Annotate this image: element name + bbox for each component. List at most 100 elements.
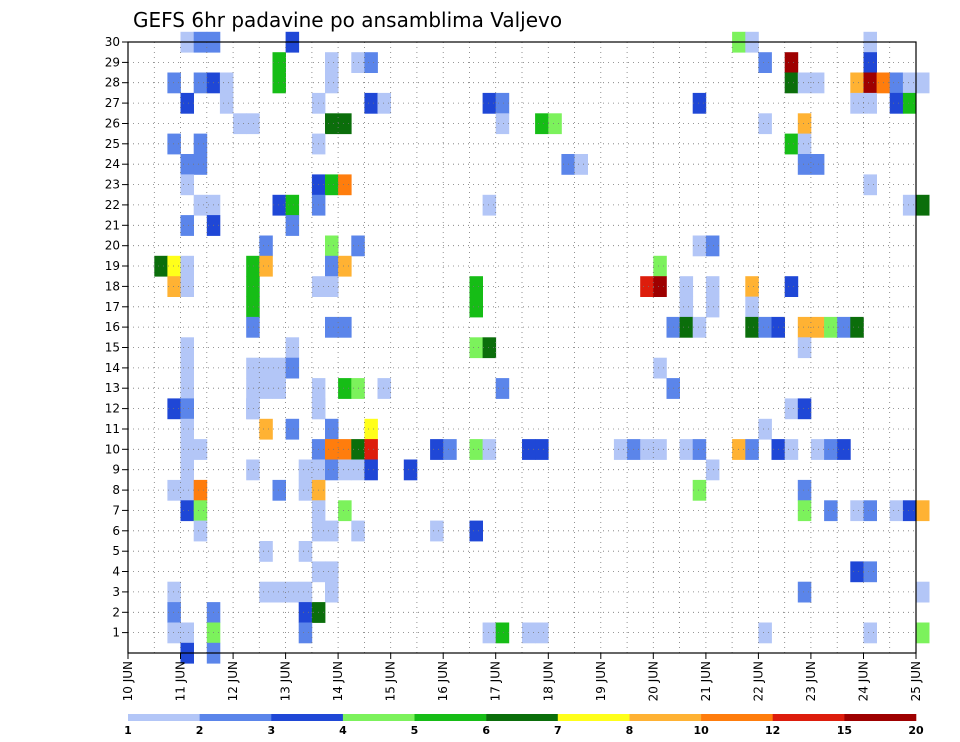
heatmap-cell xyxy=(285,581,300,603)
heatmap-cell xyxy=(180,215,194,236)
colorbar-label: 2 xyxy=(196,724,204,737)
heatmap-cell xyxy=(692,439,707,460)
heatmap-cell xyxy=(167,602,181,623)
heatmap-cell xyxy=(272,194,286,216)
x-tick-label: 20 JUN xyxy=(646,661,660,701)
heatmap-cell xyxy=(679,316,694,338)
heatmap-cell xyxy=(705,235,720,257)
heatmap-cell xyxy=(325,561,339,583)
heatmap-cell xyxy=(180,500,194,522)
heatmap-cell xyxy=(679,296,694,318)
heatmap-cell xyxy=(180,174,194,196)
heatmap-cell xyxy=(430,439,444,460)
heatmap-cell xyxy=(167,479,181,501)
colorbar-label: 8 xyxy=(626,724,634,737)
heatmap-cell xyxy=(325,459,339,481)
heatmap-cell xyxy=(285,418,300,440)
heatmap-cell xyxy=(259,357,273,379)
heatmap-cell xyxy=(377,92,391,114)
heatmap-cell xyxy=(889,500,904,522)
heatmap-cell xyxy=(902,194,917,216)
heatmap-cell xyxy=(705,459,720,481)
heatmap-cell xyxy=(784,72,799,94)
heatmap-cell xyxy=(298,602,313,623)
heatmap-cell xyxy=(246,378,260,399)
heatmap-cell xyxy=(784,133,799,155)
heatmap-cell xyxy=(167,622,181,644)
heatmap-cell xyxy=(180,479,194,501)
y-tick-label: 16 xyxy=(105,320,120,334)
heatmap-cell xyxy=(889,92,904,114)
x-tick-label: 14 JUN xyxy=(331,661,345,701)
x-tick-label: 24 JUN xyxy=(857,661,871,701)
x-tick-label: 21 JUN xyxy=(699,661,713,701)
heatmap-cell xyxy=(640,439,654,460)
y-tick-label: 11 xyxy=(105,422,120,436)
y-tick-label: 27 xyxy=(105,96,120,110)
heatmap-cell xyxy=(679,276,694,297)
heatmap-cell xyxy=(535,622,549,644)
heatmap-cell xyxy=(298,479,313,501)
y-tick-label: 28 xyxy=(105,76,120,90)
heatmap-cell xyxy=(325,316,339,338)
heatmap-cell xyxy=(495,92,510,114)
y-tick-label: 12 xyxy=(105,402,120,416)
heatmap-cell xyxy=(810,316,825,338)
heatmap-cell xyxy=(167,581,181,603)
heatmap-cell xyxy=(364,92,378,114)
y-tick-label: 30 xyxy=(105,35,120,49)
heatmap-cell xyxy=(272,581,286,603)
heatmap-cell xyxy=(784,398,799,420)
heatmap-cell xyxy=(338,439,352,460)
colorbar-swatch xyxy=(772,714,845,721)
heatmap-cell xyxy=(863,92,877,114)
heatmap-cell xyxy=(824,316,838,338)
heatmap-cell xyxy=(784,52,799,73)
heatmap-cell xyxy=(325,255,339,277)
heatmap-cell xyxy=(325,113,339,135)
colorbar-swatch xyxy=(199,714,272,721)
heatmap-cell xyxy=(810,72,825,94)
heatmap-cell xyxy=(246,276,260,297)
heatmap-cell xyxy=(902,500,917,522)
y-tick-label: 1 xyxy=(112,626,120,640)
heatmap-cell xyxy=(692,479,707,501)
heatmap-cell xyxy=(180,398,194,420)
heatmap-cell xyxy=(219,92,234,114)
heatmap-cell xyxy=(824,500,838,522)
y-tick-label: 19 xyxy=(105,259,120,273)
y-tick-label: 13 xyxy=(105,381,120,395)
heatmap-cell xyxy=(272,479,286,501)
heatmap-cell xyxy=(325,235,339,257)
heatmap-cell xyxy=(797,72,812,94)
heatmap-cell xyxy=(167,276,181,297)
heatmap-cell xyxy=(863,500,877,522)
x-tick-label: 25 JUN xyxy=(909,661,923,701)
y-tick-label: 21 xyxy=(105,218,120,232)
heatmap-cell xyxy=(705,296,720,318)
heatmap-cell xyxy=(193,479,208,501)
y-tick-label: 4 xyxy=(112,565,120,579)
heatmap-cell xyxy=(653,255,667,277)
heatmap-cell xyxy=(180,439,194,460)
heatmap-cell xyxy=(758,316,772,338)
heatmap-cell xyxy=(338,378,352,399)
heatmap-cell xyxy=(272,52,286,73)
colorbar-swatch xyxy=(342,714,415,721)
heatmap-cell xyxy=(535,113,549,135)
heatmap-cell xyxy=(364,418,378,440)
heatmap-cell xyxy=(469,276,483,297)
y-axis: 1234567891011121314151617181920212223242… xyxy=(105,35,128,640)
heatmap-cell xyxy=(653,357,667,379)
heatmap-cell xyxy=(167,72,181,94)
heatmap-cell xyxy=(246,255,260,277)
heatmap-cell xyxy=(758,52,772,73)
x-tick-label: 11 JUN xyxy=(174,661,188,701)
heatmap-cell xyxy=(193,154,208,175)
heatmap-cell xyxy=(902,92,917,114)
heatmap-cell xyxy=(298,581,313,603)
heatmap-cell xyxy=(810,439,825,460)
heatmap-cell xyxy=(298,541,313,562)
heatmap-cell xyxy=(824,439,838,460)
